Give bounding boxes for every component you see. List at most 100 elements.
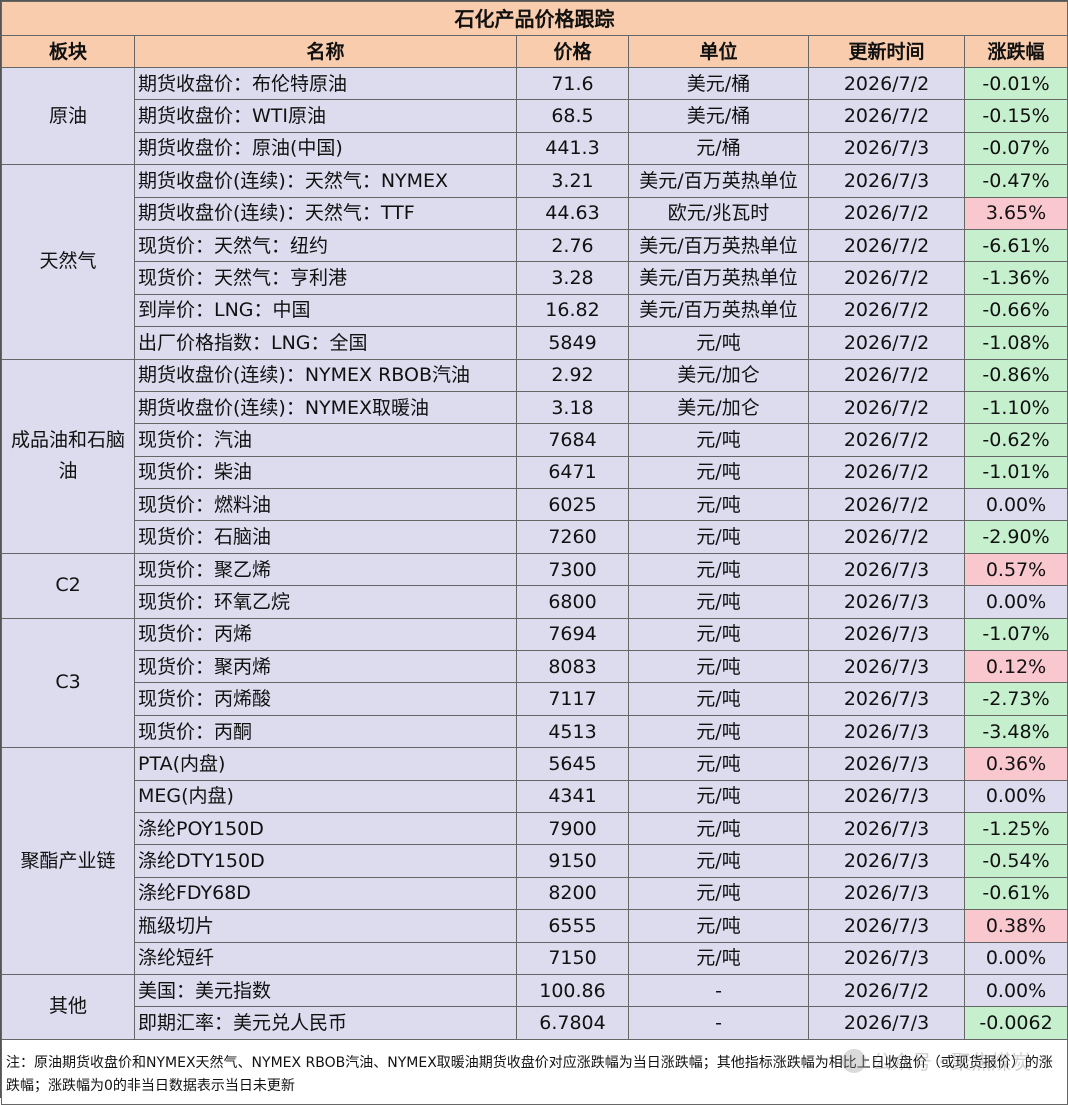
item-name: 现货价：环氧乙烷: [134, 585, 517, 619]
item-price: 5849: [516, 326, 629, 360]
item-unit: 元/吨: [628, 779, 809, 813]
item-unit: 美元/加仑: [628, 358, 809, 392]
item-unit: -: [628, 1006, 809, 1040]
item-unit: 元/吨: [628, 811, 809, 846]
table-row: 现货价：丙酮 4513 元/吨 2026/7/3 -3.48%: [2, 714, 1068, 749]
item-change: -1.08%: [963, 326, 1068, 360]
item-date: 2026/7/2: [808, 228, 965, 263]
item-change: -2.73%: [963, 682, 1068, 716]
item-change: -0.61%: [963, 876, 1068, 911]
item-name: PTA(内盘): [134, 747, 517, 781]
item-date: 2026/7/2: [808, 973, 965, 1008]
item-change: -0.47%: [963, 164, 1068, 198]
table-row: MEG(内盘) 4341 元/吨 2026/7/3 0.00%: [2, 779, 1068, 813]
item-price: 6.7804: [516, 1006, 629, 1040]
item-name: 期货收盘价：布伦特原油: [134, 66, 517, 101]
header-name: 名称: [134, 35, 517, 68]
header-date: 更新时间: [808, 35, 965, 68]
item-unit: 元/吨: [628, 423, 809, 457]
item-price: 6025: [516, 488, 629, 522]
item-price: 6471: [516, 455, 629, 490]
item-price: 2.92: [516, 358, 629, 392]
table-row: 瓶级切片 6555 元/吨 2026/7/3 0.38%: [2, 909, 1068, 943]
item-name: 现货价：聚丙烯: [134, 650, 517, 684]
item-price: 3.28: [516, 261, 629, 295]
item-price: 4341: [516, 779, 629, 813]
item-unit: 元/吨: [628, 488, 809, 522]
table-row: 现货价：丙烯酸 7117 元/吨 2026/7/3 -2.73%: [2, 682, 1068, 716]
item-unit: 美元/百万英热单位: [628, 261, 809, 295]
table-row: 其他 美国：美元指数 100.86-2026/7/2 0.00%: [1, 973, 1068, 1040]
item-price: 3.21: [516, 164, 629, 198]
sector-label: 聚酯产业链: [1, 747, 135, 975]
item-date: 2026/7/2: [808, 520, 965, 554]
item-change: -0.86%: [963, 358, 1068, 392]
item-price: 100.86: [516, 973, 629, 1008]
item-unit: 元/吨: [628, 552, 809, 587]
item-name: 现货价：丙酮: [134, 714, 517, 749]
item-date: 2026/7/3: [808, 131, 965, 166]
item-name: 即期汇率：美元兑人民币: [134, 1006, 517, 1040]
table-row: 成品油和石脑油 期货收盘价(连续)：NYMEX RBOB汽油 2.92 美元/加仑 20…: [1, 358, 1068, 554]
item-date: 2026/7/2: [808, 99, 965, 133]
item-change: 0.36%: [963, 747, 1068, 781]
item-change: -1.07%: [963, 617, 1068, 652]
item-name: 涤纶POY150D: [134, 811, 517, 846]
item-change: 3.65%: [963, 196, 1068, 230]
item-change: -0.15%: [963, 99, 1068, 133]
item-change: 0.57%: [963, 552, 1068, 587]
item-price: 9150: [516, 844, 629, 878]
item-unit: 元/吨: [628, 617, 809, 652]
table-row: 期货收盘价(连续)：NYMEX取暖油 3.18 美元/加仑 2026/7/2 -1.10…: [2, 390, 1068, 425]
item-name: 现货价：柴油: [134, 455, 517, 490]
watermark: 公众号 · 聚焦煤炭: [841, 1046, 1031, 1075]
item-name: 涤纶FDY68D: [134, 876, 517, 911]
item-unit: 美元/加仑: [628, 390, 809, 425]
table-row: 期货收盘价(连续)：天然气：TTF 44.63 欧元/兆瓦时 2026/7/2 3.65…: [2, 196, 1068, 230]
item-price: 44.63: [516, 196, 629, 230]
item-date: 2026/7/2: [808, 261, 965, 295]
item-change: -2.90%: [963, 520, 1068, 554]
item-unit: 美元/桶: [628, 66, 809, 101]
item-price: 7150: [516, 941, 629, 975]
item-price: 71.6: [516, 66, 629, 101]
item-name: 美国：美元指数: [134, 973, 517, 1008]
item-change: -6.61%: [963, 228, 1068, 263]
item-date: 2026/7/2: [808, 326, 965, 360]
item-unit: 元/桶: [628, 131, 809, 166]
table-row: 涤纶短纤 7150 元/吨 2026/7/3 0.00%: [2, 941, 1068, 975]
table-row: 即期汇率：美元兑人民币 6.7804-2026/7/3 -0.0062: [2, 1006, 1068, 1040]
sector-label: 原油: [1, 66, 135, 166]
table-row: 现货价：汽油 7684 元/吨 2026/7/2 -0.62%: [2, 423, 1068, 457]
item-unit: 元/吨: [628, 844, 809, 878]
item-price: 4513: [516, 714, 629, 749]
item-name: 现货价：汽油: [134, 423, 517, 457]
item-price: 68.5: [516, 99, 629, 133]
item-name: 出厂价格指数：LNG：全国: [134, 326, 517, 360]
item-change: -1.01%: [963, 455, 1068, 490]
item-change: -0.0062: [963, 1006, 1068, 1040]
table-row: 天然气 期货收盘价(连续)：天然气：NYMEX 3.21 美元/百万英热单位 2026/…: [1, 164, 1068, 360]
item-change: -0.66%: [963, 293, 1068, 328]
item-change: 0.00%: [963, 941, 1068, 975]
item-date: 2026/7/2: [808, 423, 965, 457]
item-unit: -: [628, 973, 809, 1008]
item-price: 3.18: [516, 390, 629, 425]
item-change: 0.00%: [963, 488, 1068, 522]
item-date: 2026/7/3: [808, 876, 965, 911]
item-date: 2026/7/3: [808, 682, 965, 716]
item-name: 期货收盘价(连续)：天然气：TTF: [134, 196, 517, 230]
item-unit: 欧元/兆瓦时: [628, 196, 809, 230]
item-price: 7694: [516, 617, 629, 652]
item-name: 期货收盘价：原油(中国): [134, 131, 517, 166]
item-name: 瓶级切片: [134, 909, 517, 943]
table-row: 涤纶DTY150D 9150 元/吨 2026/7/3 -0.54%: [2, 844, 1068, 878]
item-date: 2026/7/3: [808, 844, 965, 878]
item-unit: 元/吨: [628, 941, 809, 975]
item-date: 2026/7/2: [808, 488, 965, 522]
item-unit: 元/吨: [628, 326, 809, 360]
watermark-text: 公众号 · 聚焦煤炭: [871, 1050, 1031, 1074]
table-row: 涤纶FDY68D 8200 元/吨 2026/7/3 -0.61%: [2, 876, 1068, 911]
table-row: C2 现货价：聚乙烯 7300 元/吨 2026/7/3 0.57%: [1, 552, 1068, 619]
